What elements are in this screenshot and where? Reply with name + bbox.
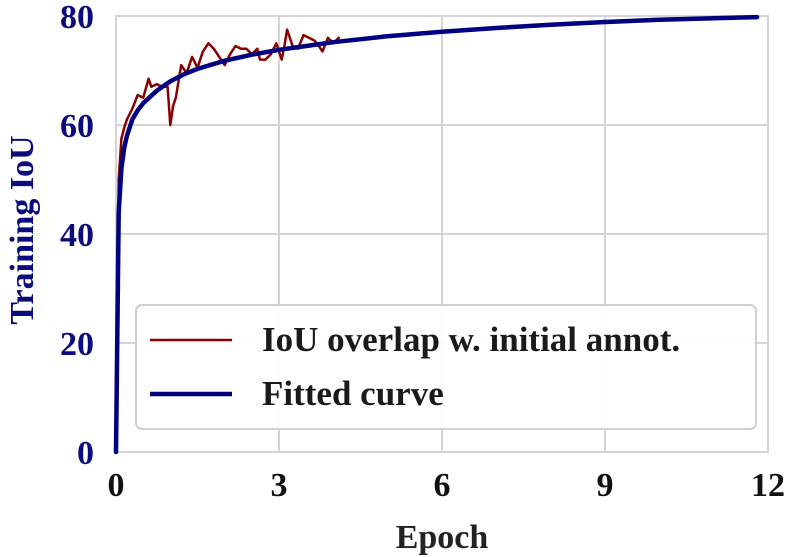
y-axis-ticks: 0 20 40 60 80 [60,0,94,472]
legend: IoU overlap w. initial annot. Fitted cur… [135,304,757,430]
series-layer [113,14,760,455]
y-tick-label: 80 [60,0,94,36]
y-axis-label: Training IoU [4,135,41,324]
y-tick-label: 20 [60,326,94,363]
y-tick-label: 40 [60,217,94,254]
y-tick-label: 60 [60,108,94,145]
y-tick-label: 0 [77,435,94,472]
legend-box [135,304,757,430]
x-tick-label: 0 [108,467,125,504]
x-axis-ticks: 0 3 6 9 12 [108,467,786,504]
x-axis-label: Epoch [396,519,489,556]
legend-label-observed: IoU overlap w. initial annot. [262,320,680,359]
x-tick-label: 9 [597,467,614,504]
legend-label-fitted: Fitted curve [262,374,444,413]
plot-frame [115,15,769,453]
x-tick-label: 3 [271,467,288,504]
x-tick-label: 12 [751,467,785,504]
series-line-fitted [113,14,760,455]
x-tick-label: 6 [434,467,451,504]
